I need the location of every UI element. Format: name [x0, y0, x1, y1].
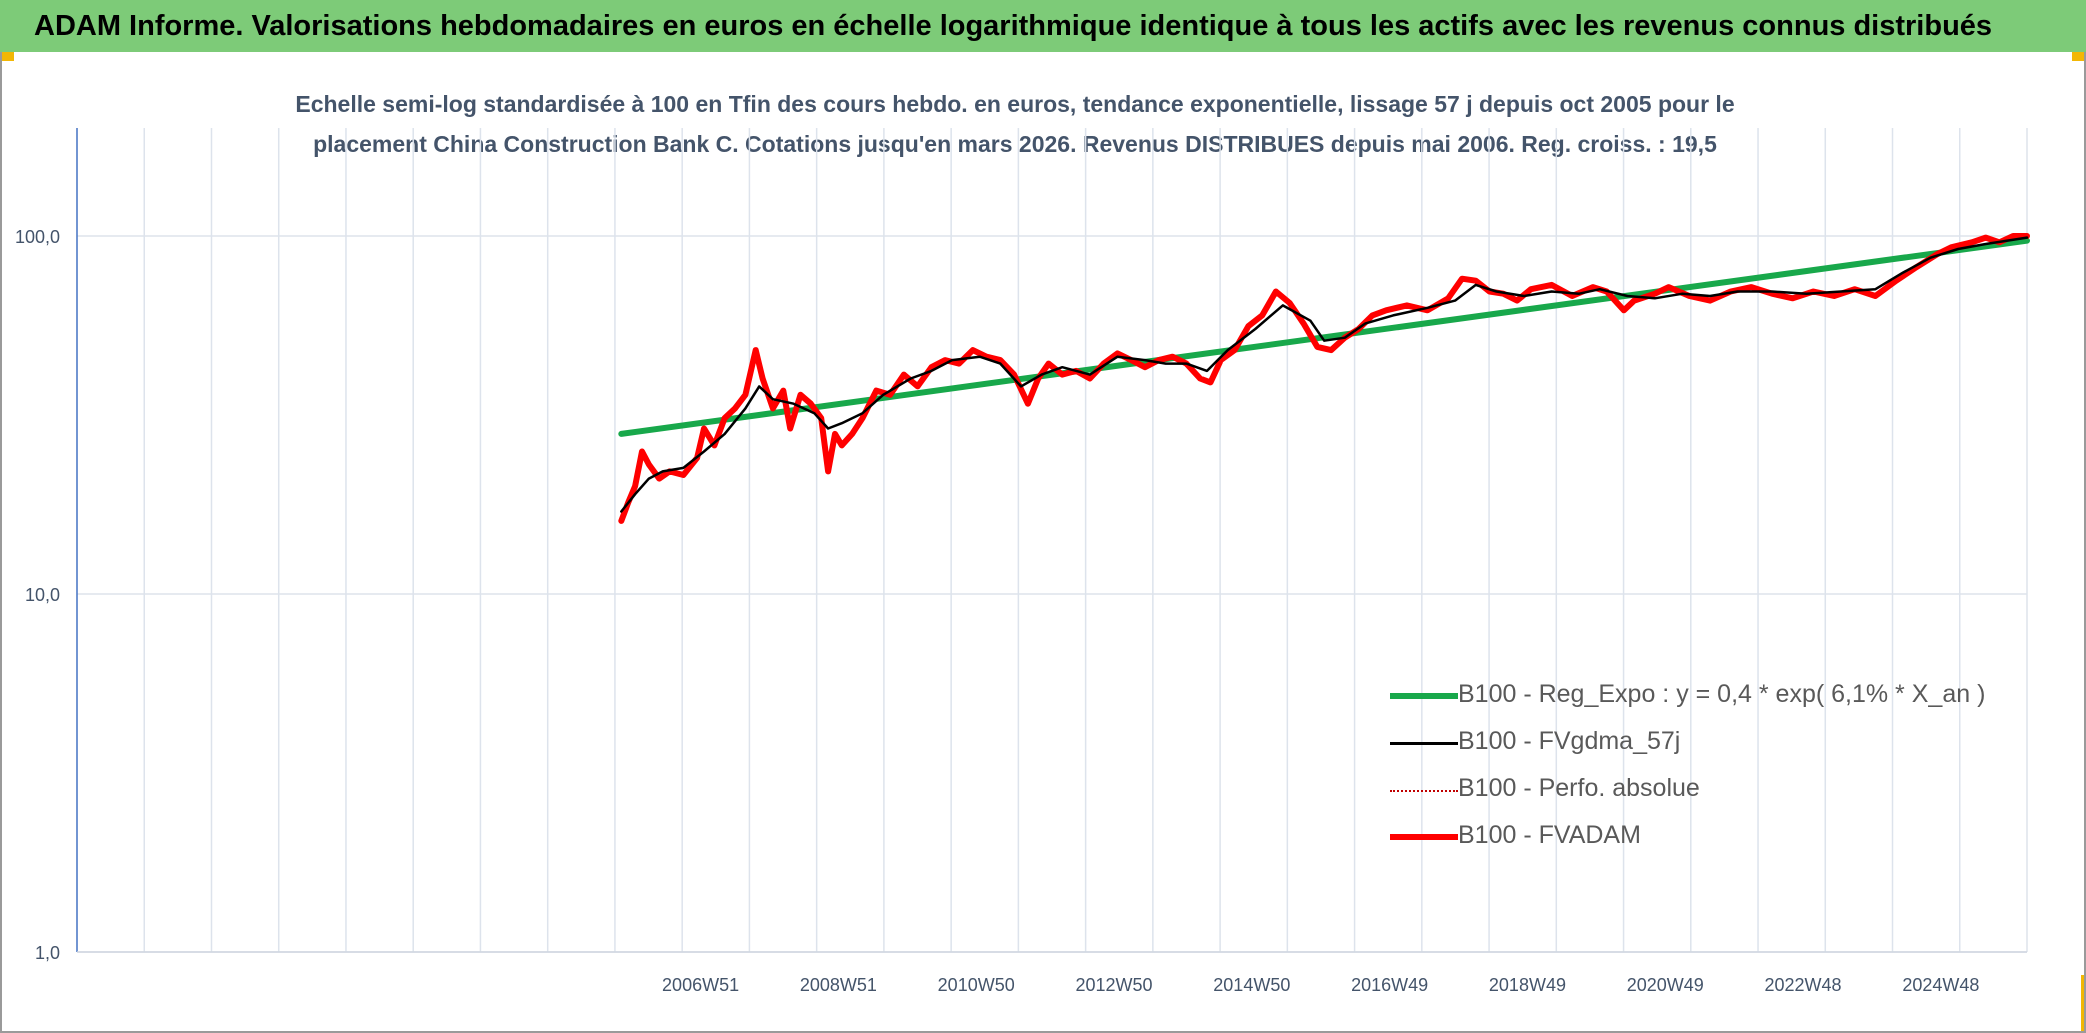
x-tick-label: 2006W51 — [662, 975, 739, 995]
banner-corner-right — [2072, 52, 2086, 61]
legend-label-reg-expo: B100 - Reg_Expo : y = 0,4 * exp( 6,1% * … — [1458, 680, 1986, 708]
legend-swatch-fvgdma — [1390, 742, 1458, 745]
chart-frame — [0, 52, 2086, 1033]
x-tick-label: 2008W51 — [800, 975, 877, 995]
y-tick-label: 100,0 — [15, 227, 60, 247]
x-tick-label: 2018W49 — [1489, 975, 1566, 995]
chart-title-line-1: Echelle semi-log standardisée à 100 en T… — [295, 91, 1735, 117]
x-tick-label: 2020W49 — [1627, 975, 1704, 995]
legend-item-perfo-absolue: B100 - Perfo. absolue — [1390, 770, 1990, 810]
frame-corner-bottom-right — [2081, 975, 2086, 1033]
series-layer — [618, 233, 2030, 524]
legend-label-fvgdma: B100 - FVgdma_57j — [1458, 727, 1681, 755]
legend-label-perfo-absolue: B100 - Perfo. absolue — [1458, 774, 1700, 802]
x-tick-label: 2024W48 — [1902, 975, 1979, 995]
grid-layer — [77, 128, 2028, 953]
legend-item-fvadam: B100 - FVADAM — [1390, 817, 1990, 857]
x-tick-label: 2012W50 — [1075, 975, 1152, 995]
banner-corner-left — [0, 52, 14, 61]
x-tick-label: 2016W49 — [1351, 975, 1428, 995]
axis-layer: 1,0 10,0 100,0 2006W51 2008W51 2010W50 2012W50… — [15, 128, 2027, 995]
x-tick-label: 2014W50 — [1213, 975, 1290, 995]
series-line-1 — [620, 236, 2029, 513]
series-line-0 — [618, 237, 2030, 437]
series-line-3 — [618, 233, 2030, 524]
legend-swatch-fvadam — [1390, 834, 1458, 840]
y-tick-label: 10,0 — [25, 585, 60, 605]
legend-item-fvgdma: B100 - FVgdma_57j — [1390, 723, 1990, 763]
legend-swatch-perfo-absolue — [1390, 790, 1458, 792]
legend-swatch-reg-expo — [1390, 693, 1458, 699]
x-tick-label: 2010W50 — [938, 975, 1015, 995]
report-banner-title: ADAM Informe. Valorisations hebdomadaire… — [0, 0, 2086, 52]
y-tick-label: 1,0 — [35, 943, 60, 963]
x-tick-label: 2022W48 — [1765, 975, 1842, 995]
legend-item-reg-expo: B100 - Reg_Expo : y = 0,4 * exp( 6,1% * … — [1390, 676, 1990, 716]
legend-label-fvadam: B100 - FVADAM — [1458, 821, 1641, 849]
